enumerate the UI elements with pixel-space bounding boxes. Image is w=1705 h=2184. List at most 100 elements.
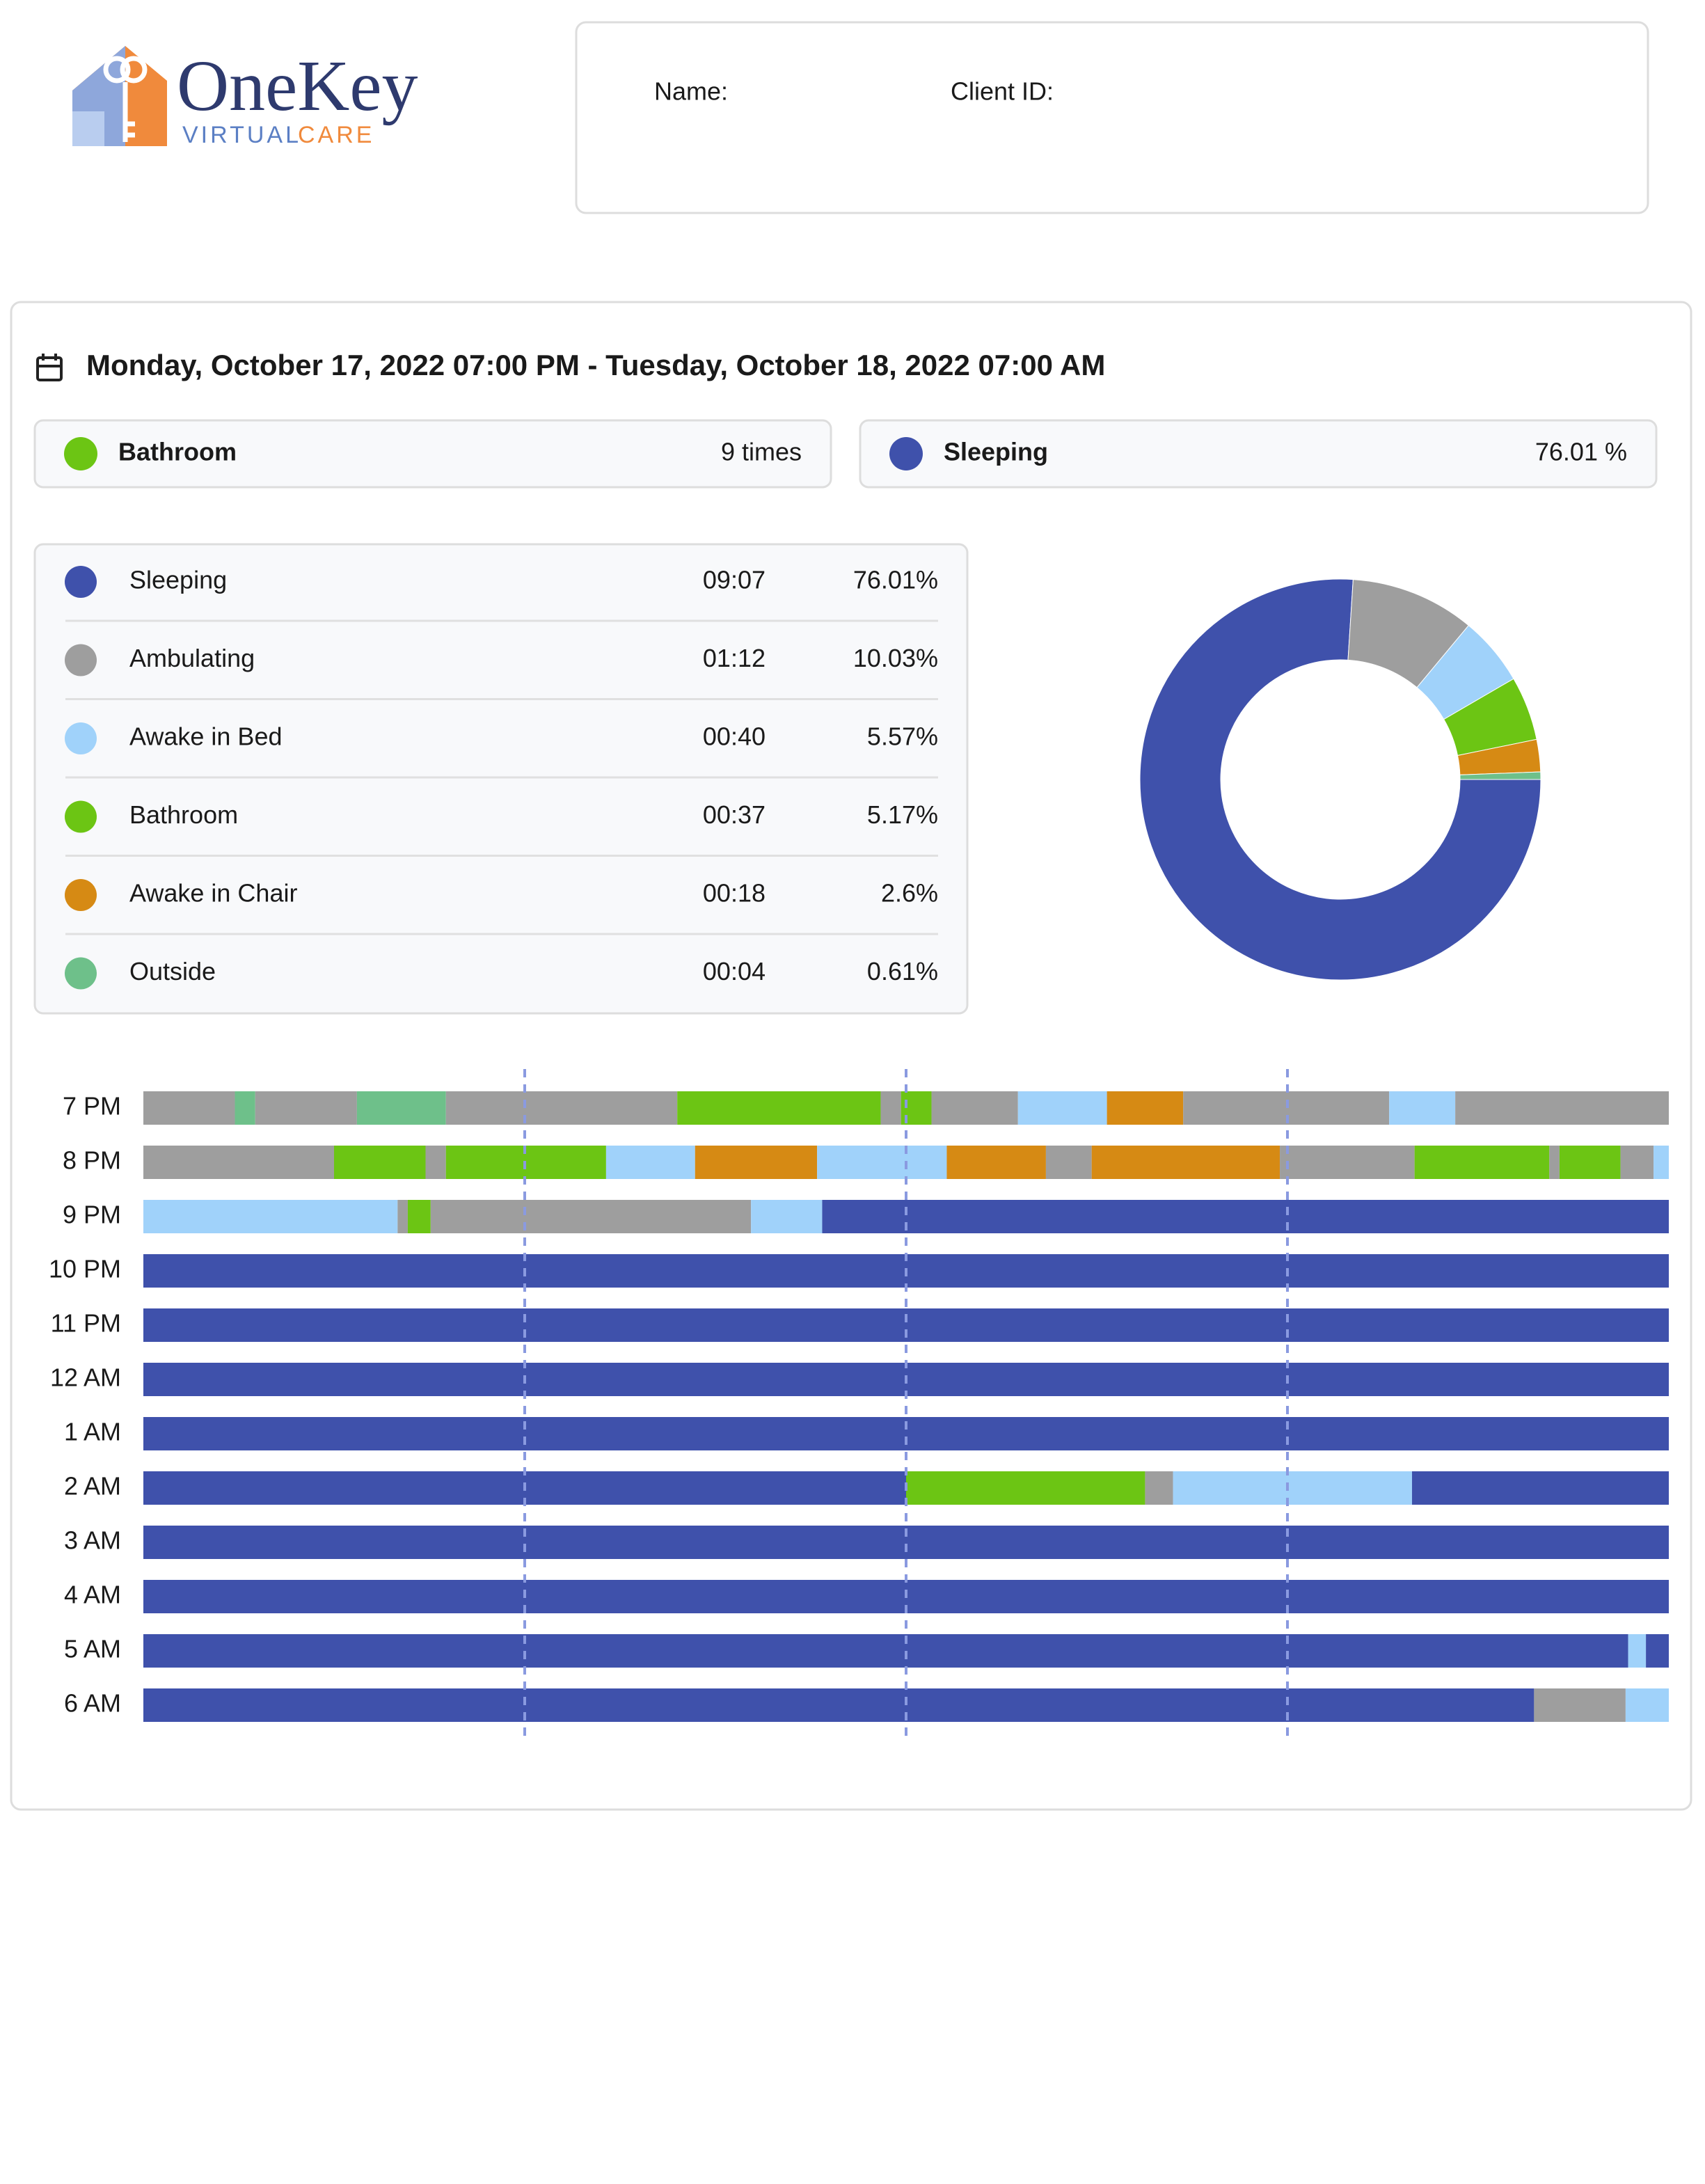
timeline-segment: [425, 1146, 446, 1179]
summary-value: 76.01 %: [1535, 438, 1627, 466]
timeline-segment: [1045, 1146, 1092, 1179]
activity-label: Awake in Bed: [129, 722, 282, 751]
summary-card: [33, 419, 832, 489]
hour-label: 5 AM: [64, 1635, 121, 1663]
activity-percent: 5.17%: [867, 800, 938, 829]
summary-value: 9 times: [721, 438, 802, 466]
timeline-segment: [1412, 1471, 1669, 1505]
activity-label: Awake in Chair: [129, 879, 297, 908]
activity-duration: 00:37: [703, 800, 766, 829]
timeline-segment: [751, 1200, 823, 1233]
activity-dot: [65, 879, 97, 911]
summary-label: Bathroom: [118, 438, 237, 466]
timeline-segment: [1534, 1688, 1626, 1722]
hour-label: 12 AM: [50, 1363, 121, 1392]
donut-slice: [1459, 771, 1541, 780]
activity-duration: 01:12: [703, 644, 766, 672]
activity-label: Bathroom: [129, 800, 238, 829]
activity-percent: 2.6%: [881, 879, 938, 908]
activity-dot: [65, 644, 97, 676]
timeline-segment: [1280, 1146, 1415, 1179]
timeline-segment: [1389, 1091, 1456, 1125]
summary-dot: [64, 437, 97, 470]
timeline-segment: [677, 1091, 881, 1125]
logo-name: OneKey: [177, 46, 418, 126]
donut-slice: [1139, 578, 1541, 981]
logo-tagline: CARE: [298, 122, 374, 148]
timeline-segment: [334, 1146, 426, 1179]
activity-dot: [65, 957, 97, 990]
timeline-segment: [1145, 1471, 1173, 1505]
timeline-segment: [946, 1146, 1046, 1179]
hour-label: 10 PM: [49, 1255, 121, 1283]
activity-dot: [65, 566, 97, 598]
hour-label: 8 PM: [63, 1146, 121, 1175]
hour-label: 9 PM: [63, 1201, 121, 1229]
timeline-segment: [1628, 1634, 1647, 1668]
timeline-segment: [445, 1091, 678, 1125]
timeline-segment: [143, 1634, 1628, 1668]
activity-label: Ambulating: [129, 644, 255, 672]
logo-tagline: VIRTUAL: [182, 122, 301, 148]
activity-dot: [65, 800, 97, 833]
timeline-segment: [430, 1200, 752, 1233]
timeline-segment: [1549, 1146, 1560, 1179]
summary-label: Sleeping: [944, 438, 1048, 466]
hour-label: 6 AM: [64, 1689, 121, 1718]
period: Monday, October 17, 2022 07:00 PM - Tues…: [86, 349, 1105, 381]
timeline-segment: [143, 1146, 334, 1179]
activity-duration: 09:07: [703, 566, 766, 594]
logo-icon: [72, 46, 167, 146]
timeline-segment: [1620, 1146, 1654, 1179]
activity-label: Sleeping: [129, 566, 227, 594]
timeline-segment: [1559, 1146, 1621, 1179]
client-box: [575, 21, 1649, 214]
calendar-icon: [36, 354, 63, 381]
timeline-segment: [1017, 1091, 1107, 1125]
hour-label: 3 AM: [64, 1526, 121, 1555]
activity-duration: 00:18: [703, 879, 766, 908]
timeline-segment: [1173, 1471, 1413, 1505]
summary-dot: [889, 437, 923, 470]
timeline-segment: [143, 1091, 235, 1125]
hour-label: 11 PM: [51, 1309, 121, 1338]
timeline-segment: [1091, 1146, 1280, 1179]
activity-percent: 10.03%: [853, 644, 938, 672]
timeline-segment: [605, 1146, 695, 1179]
timeline-segment: [356, 1091, 446, 1125]
timeline-segment: [822, 1200, 1669, 1233]
activity-percent: 0.61%: [867, 957, 938, 986]
timeline-segment: [817, 1146, 947, 1179]
timeline-segment: [1107, 1091, 1184, 1125]
hour-label: 1 AM: [64, 1418, 121, 1446]
timeline-segment: [235, 1091, 255, 1125]
timeline-segment: [397, 1200, 408, 1233]
timeline-segment: [880, 1091, 901, 1125]
hour-label: 4 AM: [64, 1581, 121, 1609]
hour-label: 7 PM: [63, 1092, 121, 1121]
summary-card: [859, 419, 1658, 489]
activity-percent: 76.01%: [853, 566, 938, 594]
activity-dot: [65, 722, 97, 754]
activity-duration: 00:04: [703, 957, 766, 986]
timeline-segment: [1625, 1688, 1669, 1722]
timeline-segment: [255, 1091, 357, 1125]
timeline-segment: [1455, 1091, 1669, 1125]
timeline-segment: [143, 1200, 398, 1233]
activity-percent: 5.57%: [867, 722, 938, 751]
timeline-segment: [1654, 1146, 1669, 1179]
client-id-label: Client ID:: [951, 77, 1054, 106]
timeline-segment: [931, 1091, 1018, 1125]
activity-table: [33, 543, 969, 1015]
name-label: Name:: [654, 77, 728, 106]
timeline-segment: [906, 1471, 1145, 1505]
activity-duration: 00:40: [703, 722, 766, 751]
timeline-segment: [143, 1688, 1534, 1722]
hour-label: 2 AM: [64, 1472, 121, 1501]
timeline-segment: [407, 1200, 431, 1233]
activity-label: Outside: [129, 957, 216, 986]
timeline-segment: [1646, 1634, 1669, 1668]
timeline-segment: [1414, 1146, 1550, 1179]
timeline-segment: [695, 1146, 818, 1179]
